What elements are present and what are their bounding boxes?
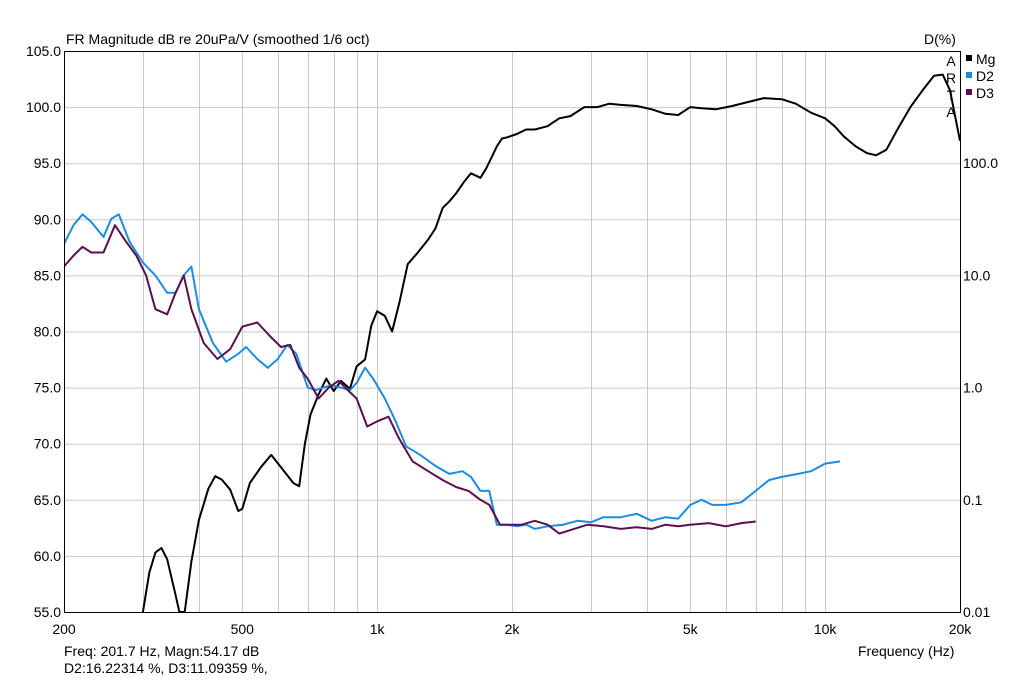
series-mg-line — [141, 73, 960, 612]
y-tick-label: 90.0 — [34, 211, 61, 227]
y-tick-label: 60.0 — [34, 548, 61, 564]
legend-swatch-d3 — [966, 89, 972, 95]
cursor-readout-line2: D2:16.22314 %, D3:11.09359 %, — [64, 660, 268, 676]
y2-tick-label: 100.0 — [963, 155, 998, 171]
legend-label-d3: D3 — [976, 85, 994, 101]
y-tick-label: 55.0 — [34, 604, 61, 620]
x-axis-label: Frequency (Hz) — [858, 643, 955, 659]
x-tick-label: 200 — [52, 621, 76, 637]
x-tick-label: 5k — [683, 621, 699, 637]
watermark-letter: R — [946, 70, 956, 86]
chart-title: FR Magnitude dB re 20uPa/V (smoothed 1/6… — [66, 31, 370, 47]
x-tick-label: 20k — [949, 621, 973, 637]
watermark-letter: T — [947, 87, 956, 103]
y-tick-label: 65.0 — [34, 492, 61, 508]
right-axis-title: D(%) — [924, 31, 956, 47]
y-tick-label: 75.0 — [34, 380, 61, 396]
y2-tick-label: 10.0 — [963, 267, 990, 283]
y2-tick-label: 0.01 — [963, 604, 990, 620]
watermark-letter: A — [946, 104, 956, 120]
y-tick-label: 80.0 — [34, 324, 61, 340]
x-tick-label: 1k — [370, 621, 386, 637]
legend-label-d2: D2 — [976, 68, 994, 84]
y-tick-label: 85.0 — [34, 267, 61, 283]
y2-tick-label: 1.0 — [963, 380, 983, 396]
x-tick-label: 10k — [814, 621, 838, 637]
x-tick-label: 500 — [231, 621, 255, 637]
x-tick-label: 2k — [505, 621, 521, 637]
legend-label-mg: Mg — [976, 51, 995, 67]
cursor-readout-line1: Freq: 201.7 Hz, Magn:54.17 dB — [64, 643, 260, 659]
y-tick-label: 105.0 — [26, 43, 61, 59]
y-tick-label: 100.0 — [26, 99, 61, 115]
legend-swatch-d2 — [966, 72, 972, 78]
plot-frame — [64, 51, 961, 613]
y2-tick-label: 0.1 — [963, 492, 983, 508]
series-d2-line — [64, 213, 841, 530]
series-d3-line — [64, 224, 756, 535]
y-tick-label: 95.0 — [34, 155, 61, 171]
y-tick-label: 70.0 — [34, 436, 61, 452]
legend-swatch-mg — [966, 55, 972, 61]
watermark-letter: A — [946, 53, 956, 69]
